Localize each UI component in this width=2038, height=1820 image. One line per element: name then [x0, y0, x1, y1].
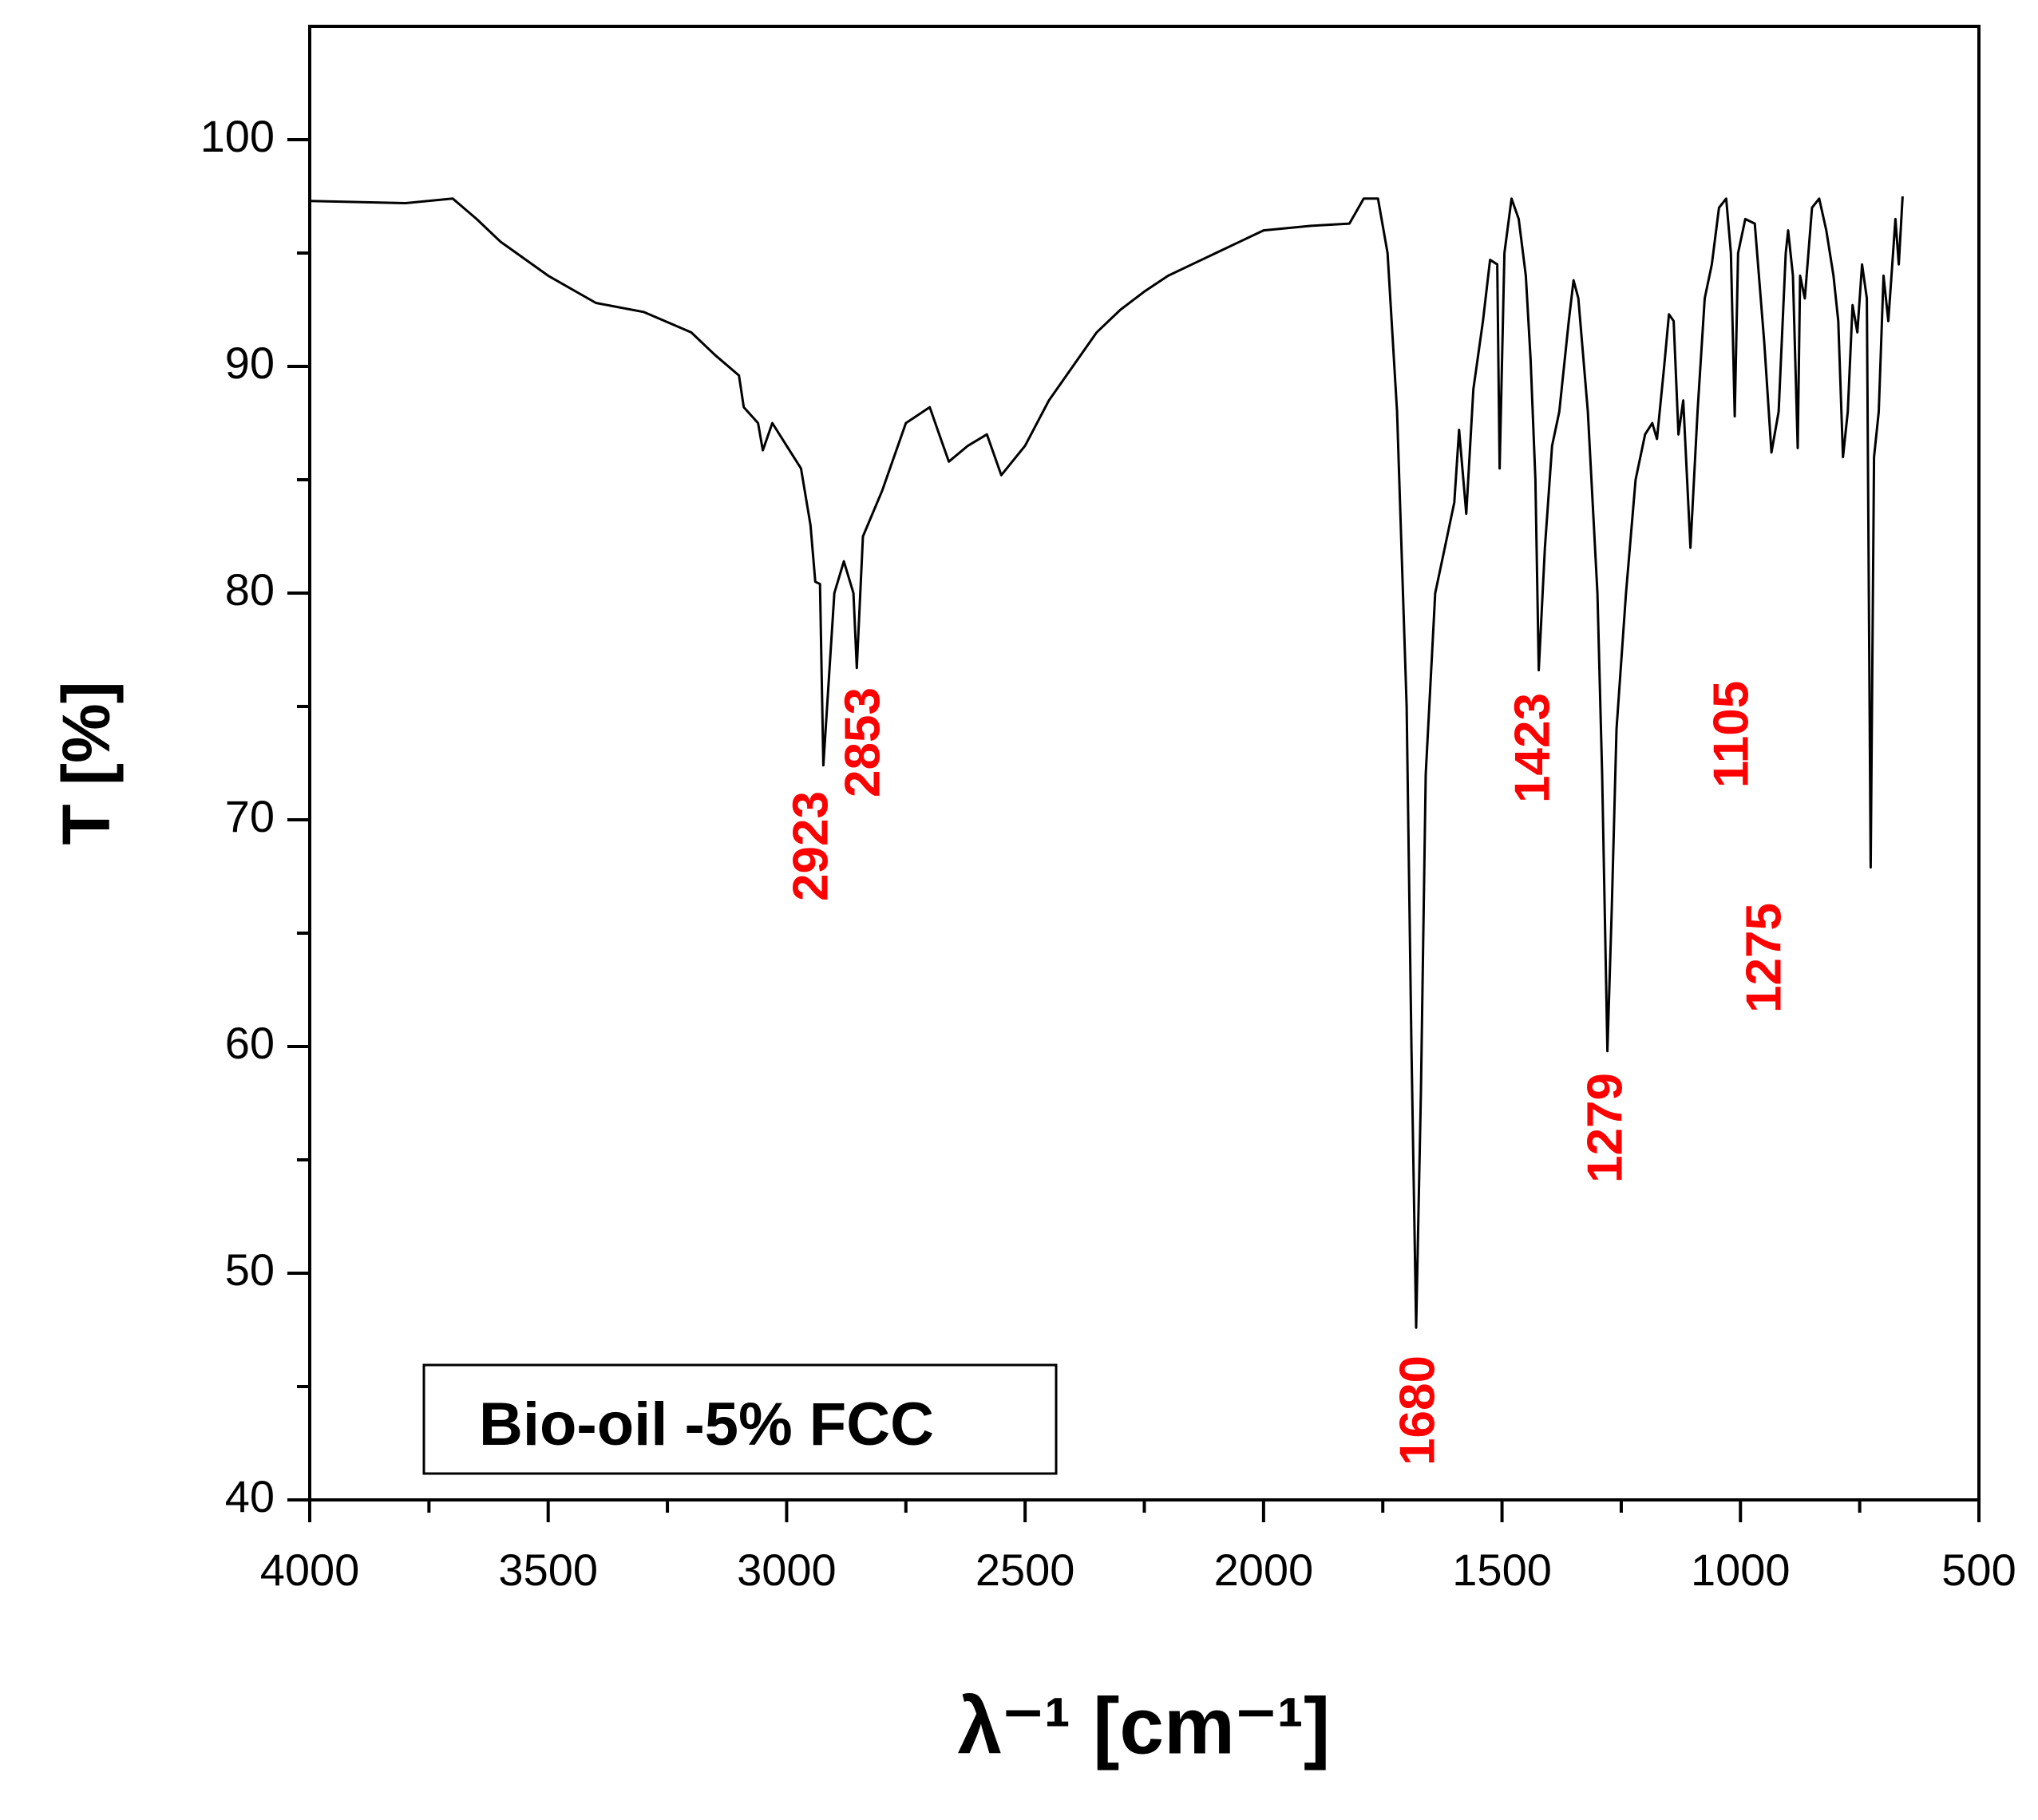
peak-label: 1275: [1736, 903, 1791, 1013]
peak-label: 1680: [1390, 1355, 1445, 1466]
y-tick-label: 50: [225, 1244, 275, 1295]
peak-label: 2923: [783, 791, 838, 901]
legend-box: [422, 1363, 1058, 1475]
y-tick-label: 90: [225, 338, 275, 388]
x-tick-label: 1000: [1691, 1545, 1791, 1595]
y-tick-label: 80: [225, 564, 275, 615]
peak-label: 1105: [1704, 681, 1759, 789]
y-tick-label: 100: [200, 111, 275, 161]
x-tick-label: 2500: [975, 1545, 1075, 1595]
peak-label: 1279: [1577, 1073, 1632, 1183]
x-tick-label: 4000: [260, 1545, 360, 1595]
y-tick-label: 60: [225, 1018, 275, 1068]
x-tick-label: 500: [1941, 1545, 2016, 1595]
x-tick-label: 1500: [1452, 1545, 1552, 1595]
y-tick-label: 70: [225, 791, 275, 841]
peak-label: 2853: [835, 687, 890, 797]
x-axis-title: λ⁻¹ [cm⁻¹]: [958, 1681, 1331, 1771]
x-tick-label: 3500: [498, 1545, 598, 1595]
spectrum-line: [309, 196, 1904, 1329]
peak-label: 1423: [1505, 693, 1560, 803]
x-tick-label: 3000: [737, 1545, 837, 1595]
y-axis-title: T [%]: [49, 681, 124, 845]
legend-label: Bio-oil -5% FCC: [479, 1391, 934, 1458]
x-tick-label: 2000: [1214, 1545, 1314, 1595]
y-tick-label: 40: [225, 1471, 275, 1521]
